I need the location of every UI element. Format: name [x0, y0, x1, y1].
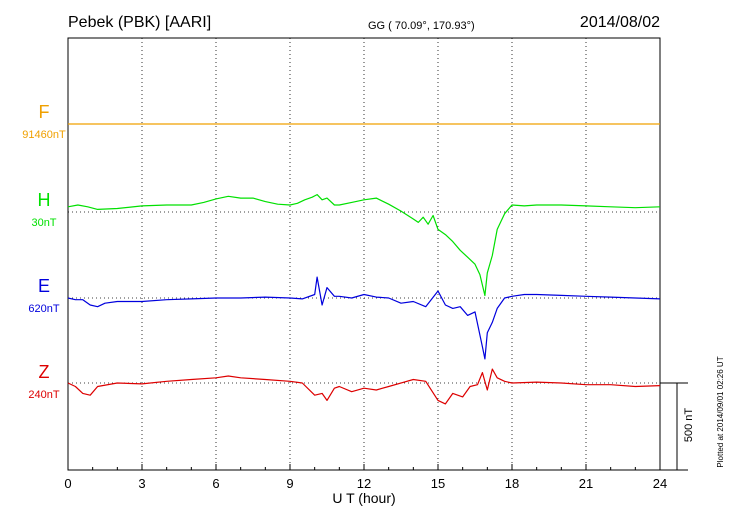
plot-date: 2014/08/02: [580, 14, 660, 31]
x-axis-label: U T (hour): [332, 490, 395, 506]
gridlines: [68, 38, 660, 470]
x-tick-label: 6: [212, 476, 219, 491]
x-tick-label: 0: [64, 476, 71, 491]
scale-bar-label: 500 nT: [683, 408, 695, 443]
series-f-label: F: [39, 102, 50, 122]
series-e-baseline: 620nT: [28, 303, 59, 315]
traces: [67, 123, 661, 405]
series-h-label: H: [38, 190, 51, 210]
x-tick-label: 15: [431, 476, 445, 491]
station-title: Pebek (PBK) [AARI]: [68, 14, 211, 31]
series-e-trace: [67, 276, 661, 360]
series-h-baseline: 30nT: [31, 217, 56, 229]
series-z-label: Z: [39, 362, 50, 382]
x-tick-label: 21: [579, 476, 593, 491]
plot-timestamp: Plotted at 2014/09/01 02:26 UT: [716, 356, 725, 467]
series-h-trace: [67, 194, 661, 297]
series-f-baseline: 91460nT: [22, 129, 66, 141]
x-tick-label: 3: [138, 476, 145, 491]
series-e-label: E: [38, 276, 50, 296]
station-coords: GG ( 70.09°, 170.93°): [368, 20, 475, 32]
x-tick-label: 24: [653, 476, 667, 491]
x-axis: 0 3 6 9 12 15 18 21 24: [64, 464, 667, 491]
series-z-baseline: 240nT: [28, 389, 59, 401]
series-z-trace: [67, 368, 661, 405]
x-tick-label: 12: [357, 476, 371, 491]
x-tick-label: 18: [505, 476, 519, 491]
x-tick-label: 9: [286, 476, 293, 491]
component-labels: F 91460nT H 30nT E 620nT Z 240nT: [22, 102, 66, 401]
